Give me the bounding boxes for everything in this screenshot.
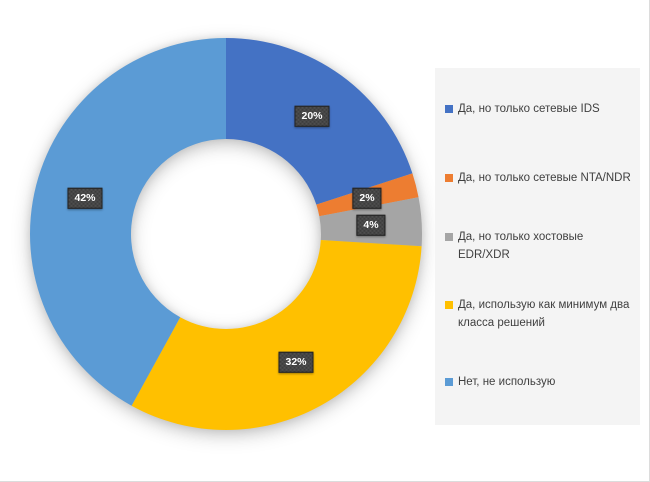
donut-slices [29,37,422,431]
donut-slice-4 [29,37,226,406]
legend-swatch-icon [445,301,453,310]
legend-row: Да, использую как минимум два класса реш… [445,297,634,332]
legend-row: Да, но только сетевые IDS [445,101,600,118]
legend-swatch-icon [445,233,453,242]
legend-item-3: Да, использую как минимум два класса реш… [445,281,634,349]
legend-row: Да, но только сетевые NTA/NDR [445,170,631,187]
legend-item-2: Да, но только хостовые EDR/XDR [445,212,634,280]
legend-row: Да, но только хостовые EDR/XDR [445,229,634,264]
chart-legend: Да, но только сетевые IDS Да, но только с… [435,68,640,425]
legend-item-0: Да, но только сетевые IDS [445,76,634,144]
legend-swatch-icon [445,173,453,182]
legend-label: Да, использую как минимум два класса реш… [458,299,630,329]
legend-item-1: Да, но только сетевые NTA/NDR [445,144,634,212]
legend-swatch-icon [445,105,453,114]
legend-label: Нет, не использую [458,376,556,389]
legend-swatch-icon [445,378,453,387]
legend-label: Да, но только хостовые EDR/XDR [458,231,584,261]
legend-item-4: Нет, не использую [445,349,634,417]
legend-label: Да, но только сетевые NTA/NDR [458,171,631,184]
donut-slice-3 [131,239,422,431]
donut-slice-0 [226,38,413,205]
legend-row: Нет, не использую [445,374,555,391]
legend-label: Да, но только сетевые IDS [458,103,600,116]
